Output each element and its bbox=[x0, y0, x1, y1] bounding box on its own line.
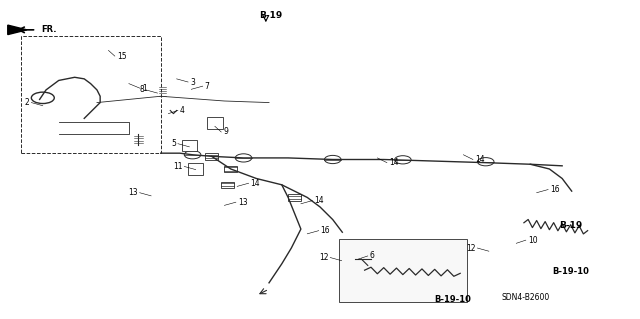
Text: 1: 1 bbox=[142, 84, 147, 93]
Bar bbox=[207, 117, 223, 129]
Text: 5: 5 bbox=[171, 139, 176, 148]
Text: 14: 14 bbox=[314, 196, 324, 205]
Bar bbox=[205, 153, 218, 160]
Text: 6: 6 bbox=[370, 251, 374, 260]
Bar bbox=[225, 166, 237, 172]
Text: B-19-10: B-19-10 bbox=[435, 295, 472, 304]
Text: 11: 11 bbox=[173, 162, 182, 171]
Text: 3: 3 bbox=[190, 78, 195, 86]
Text: 9: 9 bbox=[223, 128, 228, 137]
Bar bbox=[182, 140, 197, 151]
Bar bbox=[339, 239, 467, 302]
Text: 4: 4 bbox=[180, 106, 185, 115]
Text: 10: 10 bbox=[528, 236, 538, 245]
Bar bbox=[188, 163, 204, 175]
Text: 8: 8 bbox=[140, 85, 144, 94]
Text: 15: 15 bbox=[116, 52, 126, 61]
Text: 16: 16 bbox=[550, 185, 559, 194]
Text: 12: 12 bbox=[466, 243, 476, 253]
Text: 13: 13 bbox=[238, 198, 248, 207]
Polygon shape bbox=[8, 25, 27, 34]
Text: 2: 2 bbox=[25, 98, 29, 107]
Text: 7: 7 bbox=[205, 82, 209, 91]
Bar bbox=[288, 194, 301, 201]
Text: 14: 14 bbox=[389, 158, 399, 167]
Bar bbox=[20, 36, 161, 153]
Text: FR.: FR. bbox=[41, 25, 56, 34]
Text: 16: 16 bbox=[321, 226, 330, 235]
Text: 12: 12 bbox=[319, 253, 328, 262]
Text: 14: 14 bbox=[475, 155, 484, 164]
Text: B-19: B-19 bbox=[259, 11, 283, 20]
Bar bbox=[221, 182, 234, 188]
Text: B-19: B-19 bbox=[559, 221, 582, 230]
Text: B-19-10: B-19-10 bbox=[552, 267, 589, 276]
Text: 13: 13 bbox=[128, 188, 138, 197]
Text: 14: 14 bbox=[250, 179, 260, 188]
Text: SDN4-B2600: SDN4-B2600 bbox=[502, 293, 550, 301]
